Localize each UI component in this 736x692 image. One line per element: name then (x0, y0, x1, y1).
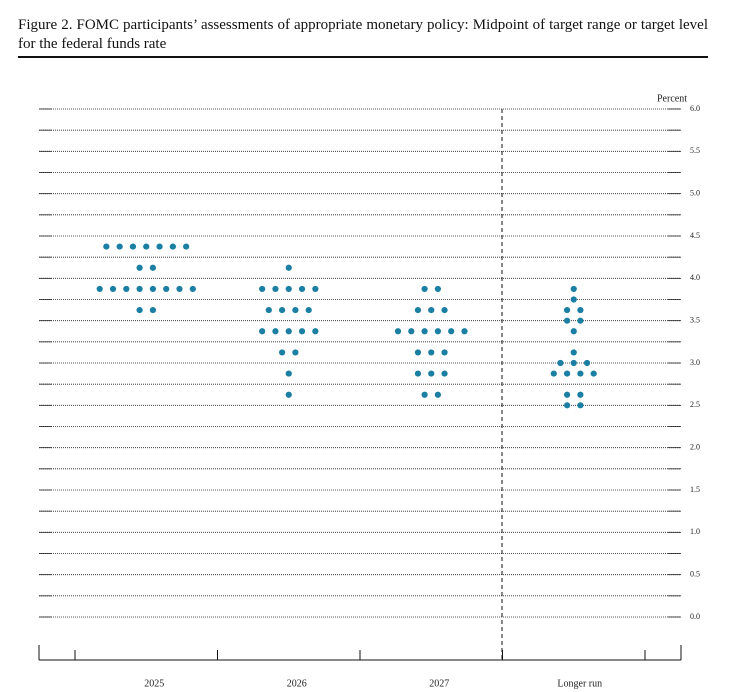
dot (279, 349, 286, 356)
y-tick-label: 3.5 (690, 315, 700, 324)
dot (428, 370, 435, 377)
dot (285, 264, 292, 271)
x-tick-label: 2026 (287, 678, 307, 689)
dot (441, 349, 448, 356)
dot (577, 317, 584, 324)
dot (259, 328, 266, 335)
dot (285, 328, 292, 335)
y-tick-label: 3.0 (690, 358, 700, 367)
dot (590, 370, 597, 377)
dot (570, 285, 577, 293)
dot (434, 285, 441, 293)
dot (143, 243, 150, 250)
dot (96, 285, 103, 293)
dot (570, 349, 577, 356)
y-axis-label: Percent (657, 93, 687, 104)
dot (116, 243, 123, 250)
dot (434, 328, 441, 335)
dot (136, 285, 143, 293)
dot (564, 317, 571, 324)
x-tick-label: 2025 (144, 678, 164, 689)
dot (414, 306, 422, 314)
dot (109, 285, 117, 293)
y-tick-label: 4.5 (690, 231, 700, 240)
y-tick-label: 2.5 (690, 400, 700, 409)
dot (441, 306, 448, 314)
dot (570, 328, 577, 335)
dot (312, 285, 319, 293)
dot (285, 391, 292, 398)
dot (428, 306, 435, 314)
dot (285, 285, 292, 293)
dot (414, 370, 422, 377)
dot (421, 328, 428, 335)
dot (169, 243, 176, 250)
y-tick-label: 5.5 (690, 146, 700, 155)
dot (577, 306, 584, 314)
dot (136, 306, 143, 314)
dot (461, 328, 468, 335)
y-tick-label: 0.0 (690, 612, 700, 621)
dot (123, 285, 130, 293)
dot (103, 243, 110, 250)
dot (259, 285, 266, 293)
dot (312, 328, 319, 335)
y-tick-label: 6.0 (690, 104, 700, 113)
dot (557, 359, 564, 367)
dot (149, 285, 156, 293)
dot (279, 306, 286, 314)
dot (285, 370, 292, 377)
y-tick-label: 2.0 (690, 442, 700, 451)
dot (298, 285, 306, 293)
dot (292, 306, 299, 314)
y-tick-label: 4.0 (690, 273, 700, 282)
dot (156, 243, 163, 250)
dot (570, 359, 577, 367)
y-tick-label: 1.0 (690, 527, 700, 536)
dot (298, 328, 306, 335)
dot (448, 328, 455, 335)
dot (149, 306, 156, 314)
dot (408, 328, 415, 335)
dot (292, 349, 299, 356)
dot (577, 370, 584, 377)
dot (149, 264, 156, 271)
x-tick-label: Longer run (557, 678, 602, 689)
dot (564, 370, 571, 377)
dot (176, 285, 183, 293)
x-tick-label: 2027 (429, 678, 449, 689)
dot (129, 243, 137, 250)
dot (421, 285, 428, 293)
dot (414, 349, 422, 356)
dot (550, 370, 557, 377)
y-tick-label: 1.5 (690, 485, 700, 494)
dot (183, 243, 190, 250)
chart-title: Figure 2. FOMC participants’ assessments… (18, 17, 708, 52)
dot (265, 306, 272, 314)
dot (136, 264, 143, 271)
dot (441, 370, 448, 377)
dot (163, 285, 170, 293)
dot (577, 391, 584, 398)
dot (305, 306, 312, 314)
dot (564, 391, 571, 398)
dot (421, 391, 428, 398)
dot (583, 359, 591, 367)
dot (272, 328, 279, 335)
y-tick-label: 0.5 (690, 569, 700, 578)
dot (272, 285, 279, 293)
title-rule (18, 56, 708, 58)
dot (428, 349, 435, 356)
dot (577, 402, 584, 409)
dot (189, 285, 196, 293)
dot (564, 306, 571, 314)
dot (564, 402, 571, 409)
dot (570, 296, 577, 303)
dot (394, 328, 402, 335)
y-tick-label: 5.0 (690, 188, 700, 197)
dot (434, 391, 441, 398)
